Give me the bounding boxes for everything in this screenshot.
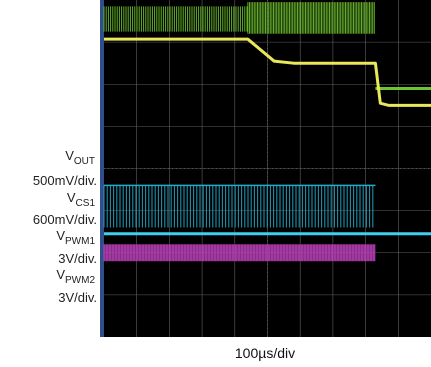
traces	[103, 2, 431, 262]
screen-left-edge	[100, 0, 104, 337]
vout-label: VOUT	[65, 148, 95, 167]
vcs1-label: VCS1	[67, 190, 96, 209]
vpwm2-trace	[103, 244, 375, 262]
vpwm1-trace	[103, 185, 374, 228]
vcs1-scale-label: 600mV/div.	[33, 212, 97, 227]
vpwm1-scale-label: 3V/div.	[58, 251, 97, 266]
vpwm2-scale-label: 3V/div.	[58, 290, 97, 305]
vcs1-trace	[104, 37, 431, 107]
vout-ripple-trace	[103, 2, 375, 34]
time-base-label: 100µs/div	[235, 345, 295, 361]
vout-scale-label: 500mV/div.	[33, 173, 97, 188]
vpwm2-label: VPWM2	[56, 267, 95, 286]
vpwm1-label: VPWM1	[56, 228, 95, 247]
